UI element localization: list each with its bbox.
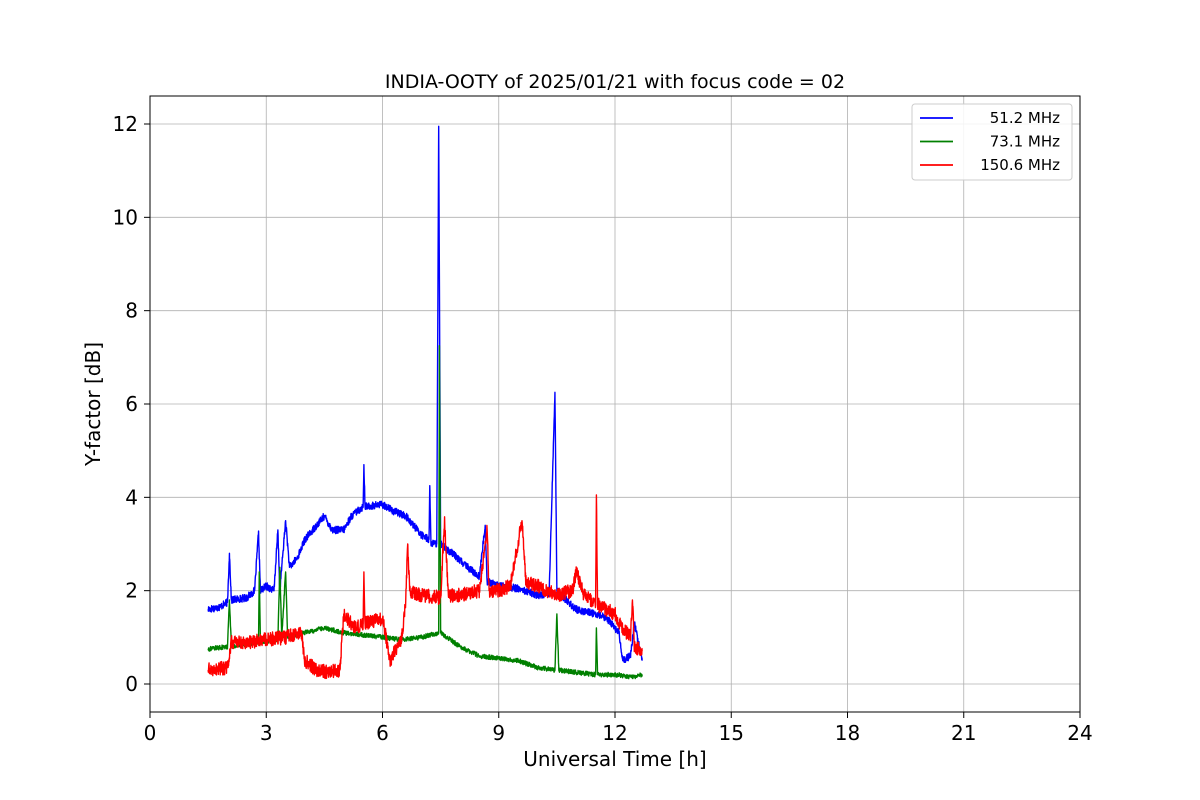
x-tick-label: 6	[376, 721, 389, 745]
x-tick-label: 15	[719, 721, 744, 745]
x-axis-label: Universal Time [h]	[523, 747, 706, 771]
legend-box	[911, 103, 1073, 181]
legend: 51.2 MHz 73.1 MHz 150.6 MHz	[911, 103, 1073, 181]
series-line	[207, 344, 643, 680]
legend-label: 51.2 MHz	[985, 109, 1060, 127]
y-tick-label: 10	[113, 205, 138, 229]
y-tick-label: 8	[125, 299, 138, 323]
series-layer	[207, 125, 643, 680]
legend-label: 150.6 MHz	[980, 156, 1060, 174]
x-tick-label: 0	[144, 721, 157, 745]
x-tick-label: 24	[1067, 721, 1092, 745]
x-tick-label: 21	[951, 721, 976, 745]
x-tick-label: 12	[602, 721, 627, 745]
x-tick-label: 18	[835, 721, 860, 745]
x-tick-label: 9	[492, 721, 505, 745]
legend-label: 73.1 MHz	[985, 133, 1060, 151]
y-tick-label: 0	[125, 672, 138, 696]
y-tick-label: 2	[125, 579, 138, 603]
y-tick-label: 6	[125, 392, 138, 416]
x-tick-label: 3	[260, 721, 273, 745]
y-tick-label: 12	[113, 112, 138, 136]
y-axis-label: Y-factor [dB]	[81, 342, 105, 467]
y-tick-label: 4	[125, 485, 138, 509]
chart-title: INDIA-OOTY of 2025/01/21 with focus code…	[385, 71, 845, 93]
series-line	[207, 494, 643, 680]
